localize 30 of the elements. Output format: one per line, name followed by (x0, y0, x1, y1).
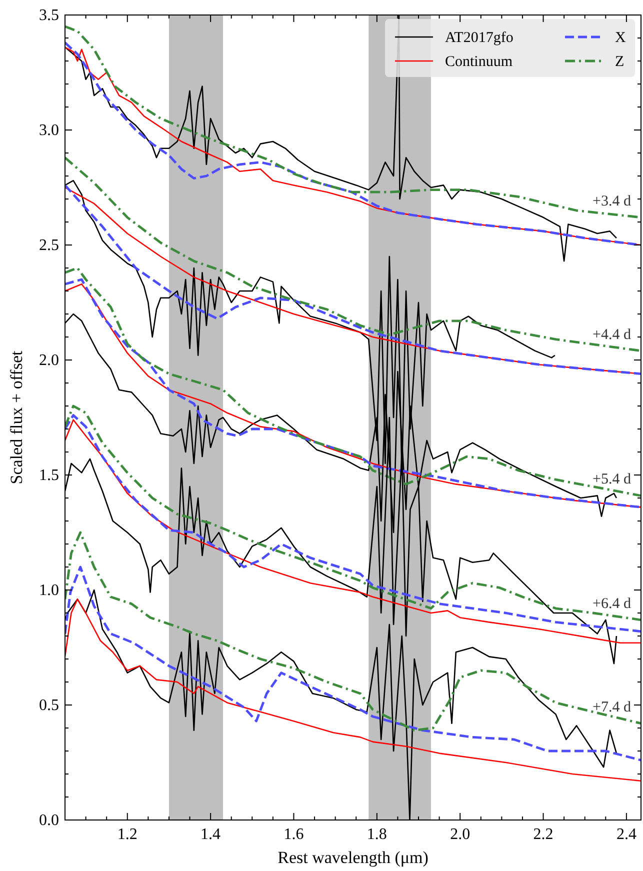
line-series (65, 566, 641, 762)
line-series (65, 598, 641, 782)
x-tick-label: 2.4 (616, 826, 636, 843)
x-tick-label: 2.2 (533, 826, 554, 843)
annotation: +7.4 d (592, 699, 632, 716)
legend-label: Z (615, 54, 624, 70)
legend-label: X (615, 30, 626, 46)
x-tick-label: 1.8 (366, 826, 387, 843)
y-tick-label: 3.0 (39, 122, 59, 139)
annotation: +3.4 d (592, 193, 632, 210)
x-axis-title: Rest wavelength (μm) (278, 848, 428, 867)
line-series (65, 156, 641, 352)
line-series (65, 531, 641, 732)
x-tick-label: 1.6 (284, 826, 304, 843)
y-tick-label: 0.5 (39, 697, 59, 714)
annotation: +4.4 d (592, 326, 632, 343)
annotation: +6.4 d (592, 596, 632, 612)
y-tick-label: 0.0 (39, 812, 59, 829)
legend-label: AT2017gfo (445, 30, 514, 46)
y-axis-title: Scaled flux + offset (7, 350, 26, 484)
y-tick-label: 1.0 (39, 582, 59, 599)
x-tick-label: 1.4 (200, 826, 221, 843)
y-tick-label: 2.5 (39, 237, 59, 254)
annotation: +5.4 d (592, 472, 632, 488)
y-tick-label: 2.0 (39, 352, 59, 369)
y-tick-label: 3.5 (39, 7, 59, 24)
x-tick-label: 2.0 (450, 826, 470, 843)
legend-label: Continuum (445, 54, 513, 70)
y-tick-label: 1.5 (39, 467, 59, 484)
x-tick-label: 1.2 (117, 826, 138, 843)
